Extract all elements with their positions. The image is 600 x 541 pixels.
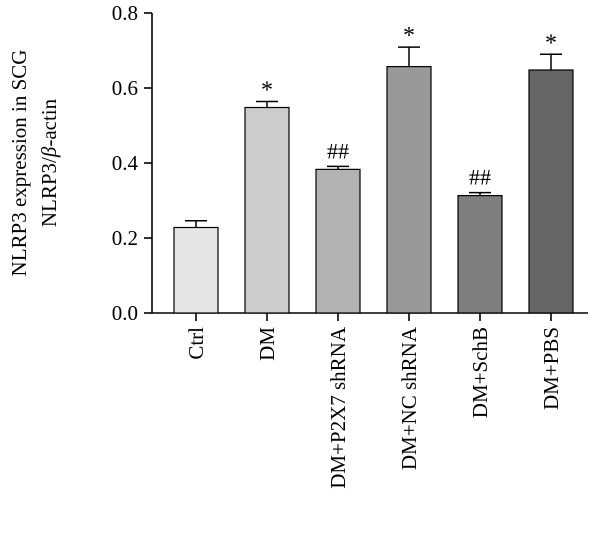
y-axis-label-prefix: NLRP3/ [37, 157, 61, 227]
significance-annotations: * ## * ## * [261, 23, 557, 190]
bar [528, 69, 574, 314]
y-ticks: 0.0 0.2 0.4 0.6 0.8 [112, 1, 152, 325]
y-tick-label: 0.0 [112, 301, 138, 325]
x-tick-label: Ctrl [184, 327, 208, 360]
y-axis-label-suffix: -actin [37, 98, 61, 146]
significance-label: * [403, 23, 415, 49]
bar [173, 226, 219, 314]
error-bars [185, 46, 562, 228]
significance-label: ## [327, 138, 349, 163]
y-tick-label: 0.6 [112, 76, 138, 100]
significance-label: ## [469, 165, 491, 190]
bar [386, 66, 432, 314]
bars [173, 66, 574, 314]
y-axis-label-beta: β [37, 146, 61, 158]
bar [244, 106, 290, 314]
y-axis-label-line2: NLRP3/β-actin [37, 98, 61, 227]
y-tick-label: 0.8 [112, 1, 138, 25]
x-tick-label: DM [255, 327, 279, 361]
significance-label: * [261, 78, 273, 104]
bar [315, 168, 361, 314]
x-tick-label: DM+SchB [468, 327, 492, 418]
y-tick-label: 0.4 [112, 151, 139, 175]
x-tick-label: DM+P2X7 shRNA [326, 326, 350, 489]
y-axis-label: NLRP3 expression in SCG NLRP3/β-actin [7, 50, 61, 277]
x-tick-label: DM+PBS [539, 327, 563, 410]
y-tick-label: 0.2 [112, 226, 138, 250]
x-tick-label: DM+NC shRNA [397, 326, 421, 470]
x-ticks: Ctrl DM DM+P2X7 shRNA DM+NC shRNA DM+SchB DM+… [184, 313, 563, 489]
y-axis-label-line1: NLRP3 expression in SCG [7, 50, 31, 277]
bar [457, 195, 503, 314]
significance-label: * [545, 30, 557, 56]
